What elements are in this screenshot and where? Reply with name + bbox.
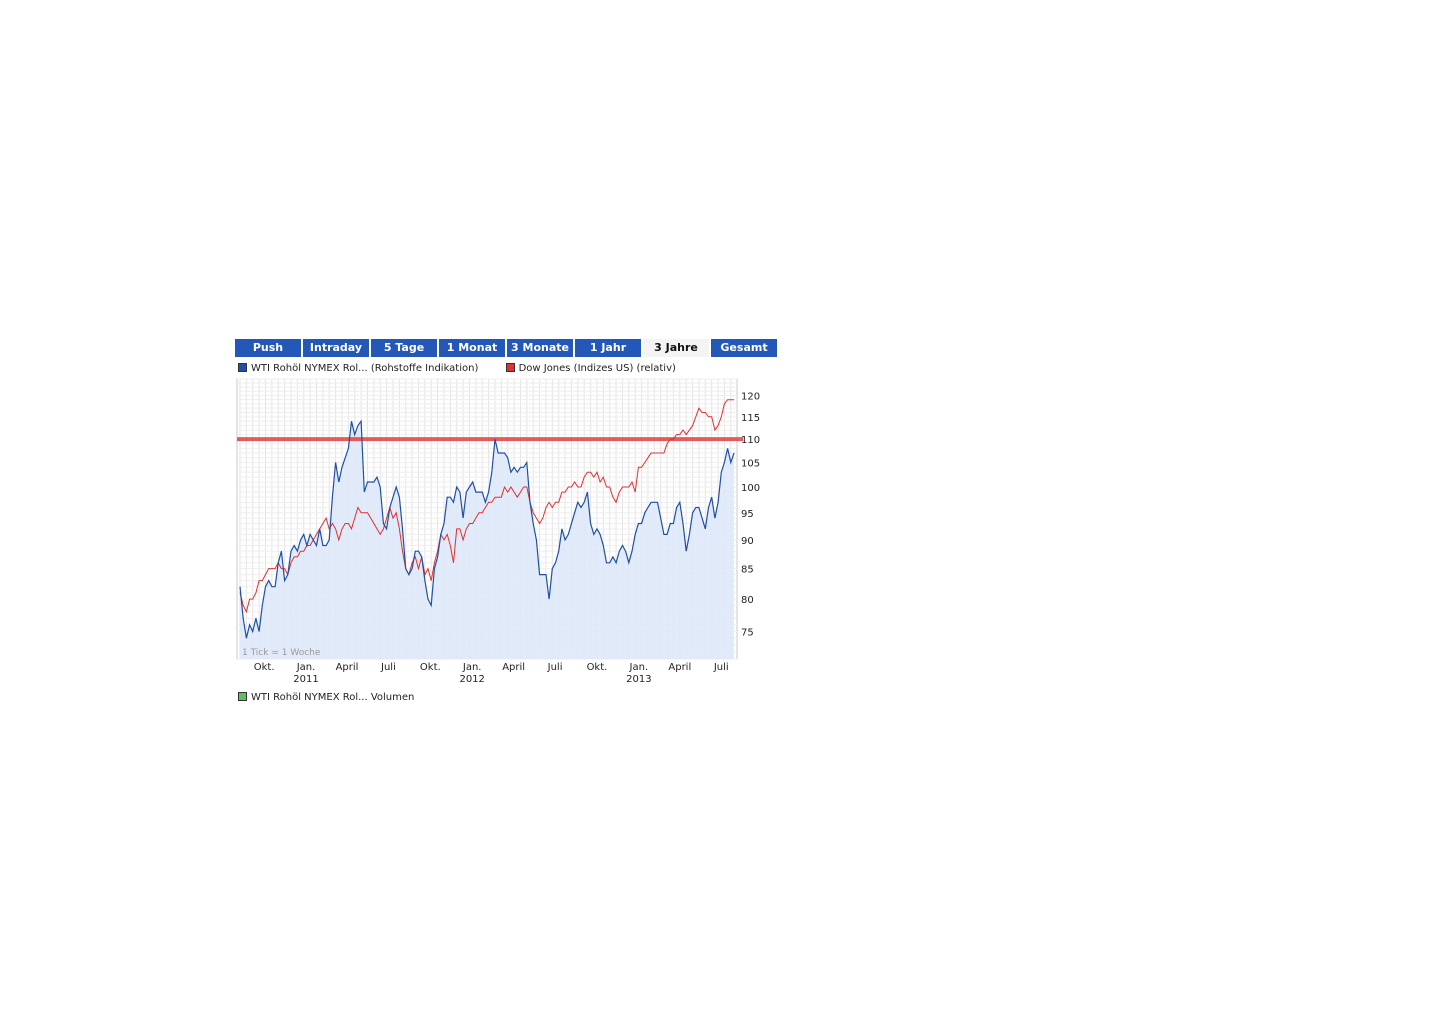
y-tick-label: 120 (741, 391, 760, 402)
legend-label-wti: WTI Rohöl NYMEX Rol... (Rohstoffe Indika… (251, 363, 479, 374)
tab-1-jahr[interactable]: 1 Jahr (575, 339, 641, 357)
x-tick-label: Okt. (254, 662, 275, 673)
tab-gesamt[interactable]: Gesamt (711, 339, 777, 357)
x-tick-label: Juli (713, 662, 729, 673)
tab-5-tage[interactable]: 5 Tage (371, 339, 437, 357)
x-tick-label: April (502, 662, 525, 673)
tab-1-monat[interactable]: 1 Monat (439, 339, 505, 357)
x-tick-label: Juli (547, 662, 563, 673)
y-tick-label: 115 (741, 413, 760, 424)
x-tick-label: April (336, 662, 359, 673)
y-tick-label: 90 (741, 536, 754, 547)
y-tick-label: 80 (741, 595, 754, 606)
legend-swatch-volume (238, 691, 247, 701)
y-tick-label: 95 (741, 509, 754, 520)
legend-swatch-dowjones (505, 362, 515, 372)
legend-label-volume: WTI Rohöl NYMEX Rol... Volumen (251, 692, 415, 703)
time-range-tabs: Push Intraday 5 Tage 1 Monat 3 Monate 1 Jahr 3… (235, 339, 781, 357)
wti-series-line (239, 419, 735, 639)
tab-3-jahre[interactable]: 3 Jahre (643, 339, 709, 357)
x-tick-year-label: 2011 (293, 674, 318, 685)
y-tick-label: 110 (741, 435, 760, 446)
chart-legend: WTI Rohöl NYMEX Rol... (Rohstoffe Indika… (238, 362, 676, 375)
x-tick-year-label: 2013 (626, 674, 651, 685)
chart-widget: Push Intraday 5 Tage 1 Monat 3 Monate 1 Jahr 3… (235, 339, 781, 709)
tab-intraday[interactable]: Intraday (303, 339, 369, 357)
legend-swatch-wti (238, 362, 247, 372)
x-tick-year-label: 2012 (459, 674, 484, 685)
x-tick-label: Juli (380, 662, 396, 673)
legend-label-dowjones: Dow Jones (Indizes US) (relativ) (518, 363, 676, 374)
y-tick-label: 85 (741, 565, 754, 576)
x-tick-label: Jan. (462, 662, 482, 673)
tab-3-monate[interactable]: 3 Monate (507, 339, 573, 357)
y-tick-label: 100 (741, 483, 760, 494)
x-tick-label: Jan. (629, 662, 649, 673)
y-tick-label: 75 (741, 627, 754, 638)
legend-item-wti: WTI Rohöl NYMEX Rol... (Rohstoffe Indika… (238, 362, 479, 375)
y-tick-label: 105 (741, 459, 760, 470)
tab-push[interactable]: Push (235, 339, 301, 357)
x-tick-label: Okt. (587, 662, 608, 673)
x-tick-label: April (668, 662, 691, 673)
x-tick-label: Okt. (420, 662, 441, 673)
volume-legend: WTI Rohöl NYMEX Rol... Volumen (238, 691, 415, 704)
legend-item-dowjones: Dow Jones (Indizes US) (relativ) (505, 362, 676, 375)
dowjones-series-line (239, 399, 734, 614)
x-tick-label: Jan. (296, 662, 316, 673)
tick-note: 1 Tick = 1 Woche (242, 648, 321, 658)
